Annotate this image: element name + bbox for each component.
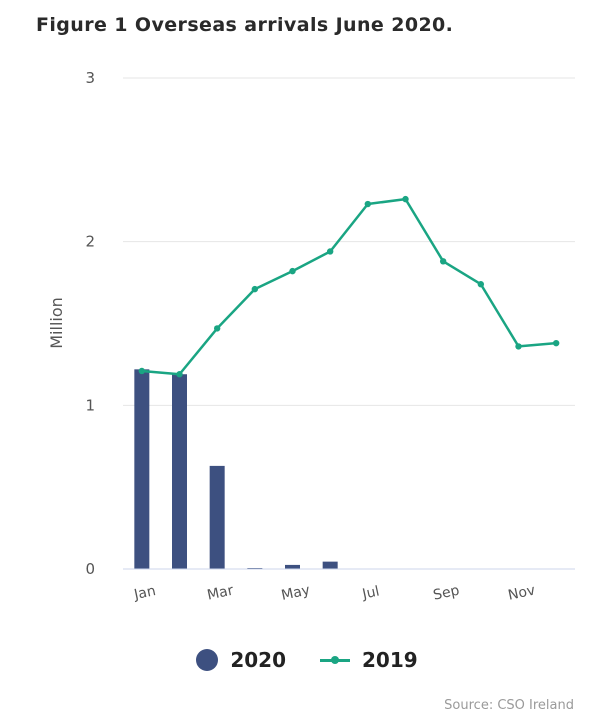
y-axis-label: Million (47, 297, 66, 349)
point-2019 (326, 248, 334, 255)
bars-2020 (134, 369, 338, 569)
point-2019 (176, 371, 183, 378)
point-2019 (289, 267, 296, 275)
x-axis-ticks: Jan Mar May Jul Sep Nov (132, 582, 537, 604)
line-2019 (141, 197, 557, 376)
legend-item-2019[interactable]: 2019 (320, 648, 418, 672)
point-2019 (213, 325, 221, 332)
x-tick-label: May (280, 582, 312, 604)
x-tick-label: Nov (507, 582, 537, 603)
x-tick-label: Sep (432, 582, 461, 603)
point-2019 (552, 339, 560, 347)
legend-label-2019: 2019 (362, 648, 418, 672)
point-2019 (477, 281, 485, 288)
point-2019 (251, 285, 259, 293)
bar-2020 (209, 465, 225, 569)
bar-2020 (285, 564, 300, 569)
source-note: Source: CSO Ireland (444, 698, 574, 713)
bar-2020 (134, 369, 150, 569)
legend-item-2020[interactable]: 2020 (196, 648, 286, 672)
point-2019 (138, 367, 146, 375)
y-tick-label: 2 (85, 233, 95, 251)
point-2019 (515, 343, 522, 350)
y-tick-label: 0 (85, 560, 95, 578)
x-tick-label: Jul (360, 584, 381, 603)
points-2019 (138, 195, 560, 378)
chart-title: Figure 1 Overseas arrivals June 2020. (36, 14, 454, 36)
legend: 2020 2019 (0, 648, 614, 672)
gridlines (123, 77, 575, 406)
x-tick-label: Jan (132, 583, 157, 603)
x-tick-label: Mar (206, 582, 235, 603)
point-2019 (439, 258, 447, 265)
legend-swatch-2019 (320, 655, 350, 664)
legend-swatch-2020 (196, 649, 219, 671)
point-2019 (364, 200, 372, 208)
bar-2020 (322, 561, 338, 569)
y-axis-ticks: 0 1 2 3 (85, 69, 95, 578)
y-tick-label: 3 (85, 69, 95, 87)
bar-2020 (172, 374, 187, 569)
y-tick-label: 1 (85, 396, 95, 414)
chart-area: 0 1 2 3 Million Jan Mar May Jul Sep Nov (47, 69, 575, 604)
point-2019 (402, 195, 409, 203)
legend-label-2020: 2020 (230, 648, 286, 672)
